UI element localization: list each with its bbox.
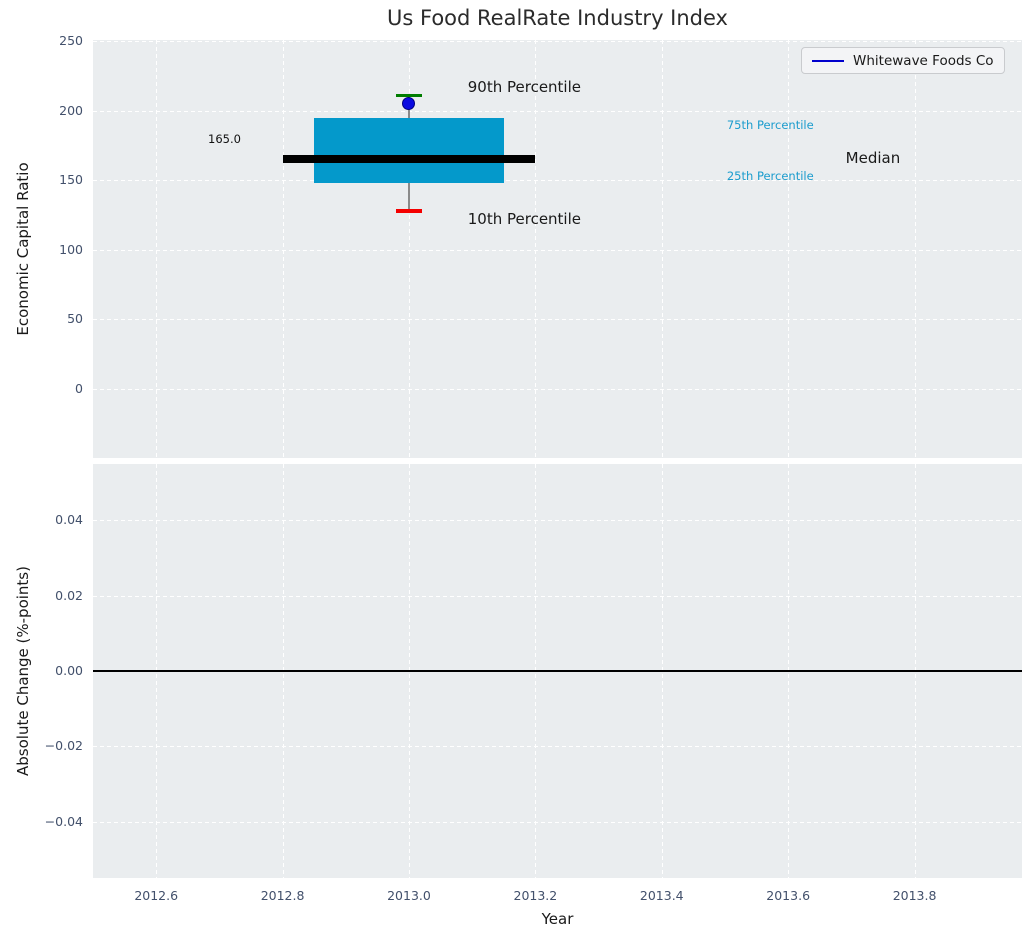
gridline-vertical [661,40,663,458]
y-tick-label: −0.02 [44,738,83,754]
y-tick-label: 250 [59,33,83,49]
boxplot-median-line [282,155,536,164]
x-tick-label: 2013.8 [892,888,937,903]
y-tick-label: 0.04 [55,512,83,528]
gridline-horizontal [93,520,1022,522]
gridline-horizontal [93,821,1022,823]
x-tick-label: 2013.4 [639,888,684,903]
y-axis-label-top: Economic Capital Ratio [14,162,32,336]
x-tick-label: 2013.6 [766,888,811,903]
gridline-horizontal [93,595,1022,597]
annotation-25th-percentile-label: 25th Percentile [726,169,814,184]
x-axis-label: Year [541,910,574,928]
y-tick-label: 200 [59,102,83,118]
annotation-median-value-label: 165.0 [208,131,241,146]
gridline-horizontal [93,110,1022,112]
legend-line-icon [812,59,844,62]
gridline-horizontal [93,388,1022,390]
gridline-horizontal [93,249,1022,251]
x-tick-label: 2012.6 [134,888,179,903]
y-tick-label: 150 [59,172,83,188]
legend: Whitewave Foods Co [801,47,1005,74]
annotation-90th-percentile-label: 90th Percentile [467,78,581,97]
legend-label: Whitewave Foods Co [853,52,994,69]
gridline-vertical [788,40,790,458]
boxplot-10th-cap [395,208,423,213]
y-tick-label: 50 [67,311,83,327]
x-tick-label: 2013.2 [513,888,558,903]
boxplot-90th-cap [395,94,423,98]
gridline-horizontal [93,319,1022,321]
gridline-vertical [914,40,916,458]
y-tick-label: 0.02 [55,587,83,603]
gridline-vertical [535,40,537,458]
y-tick-label: 100 [59,241,83,257]
y-tick-label: 0 [75,380,83,396]
annotation-10th-percentile-label: 10th Percentile [467,210,581,229]
annotation-median-label: Median [845,149,901,168]
boxplot-iqr-box [314,117,504,184]
gridline-horizontal [93,746,1022,748]
gridline-horizontal [93,180,1022,182]
gridline-vertical [156,40,158,458]
y-tick-label: −0.04 [44,813,83,829]
gridline-horizontal [93,41,1022,43]
axes-economic-capital-ratio: 90th Percentile 10th Percentile Median 75th… [93,40,1022,458]
company-data-point [402,97,416,111]
annotation-75th-percentile-label: 75th Percentile [726,117,814,132]
y-tick-label: 0.00 [55,663,83,678]
x-tick-label: 2012.8 [260,888,305,903]
x-tick-label: 2013.0 [387,888,431,903]
y-axis-label-bottom: Absolute Change (%-points) [14,566,32,776]
axes-absolute-change [93,464,1022,878]
chart-title: Us Food RealRate Industry Index [387,6,728,30]
gridline-vertical [282,40,284,458]
zero-line [93,670,1022,672]
